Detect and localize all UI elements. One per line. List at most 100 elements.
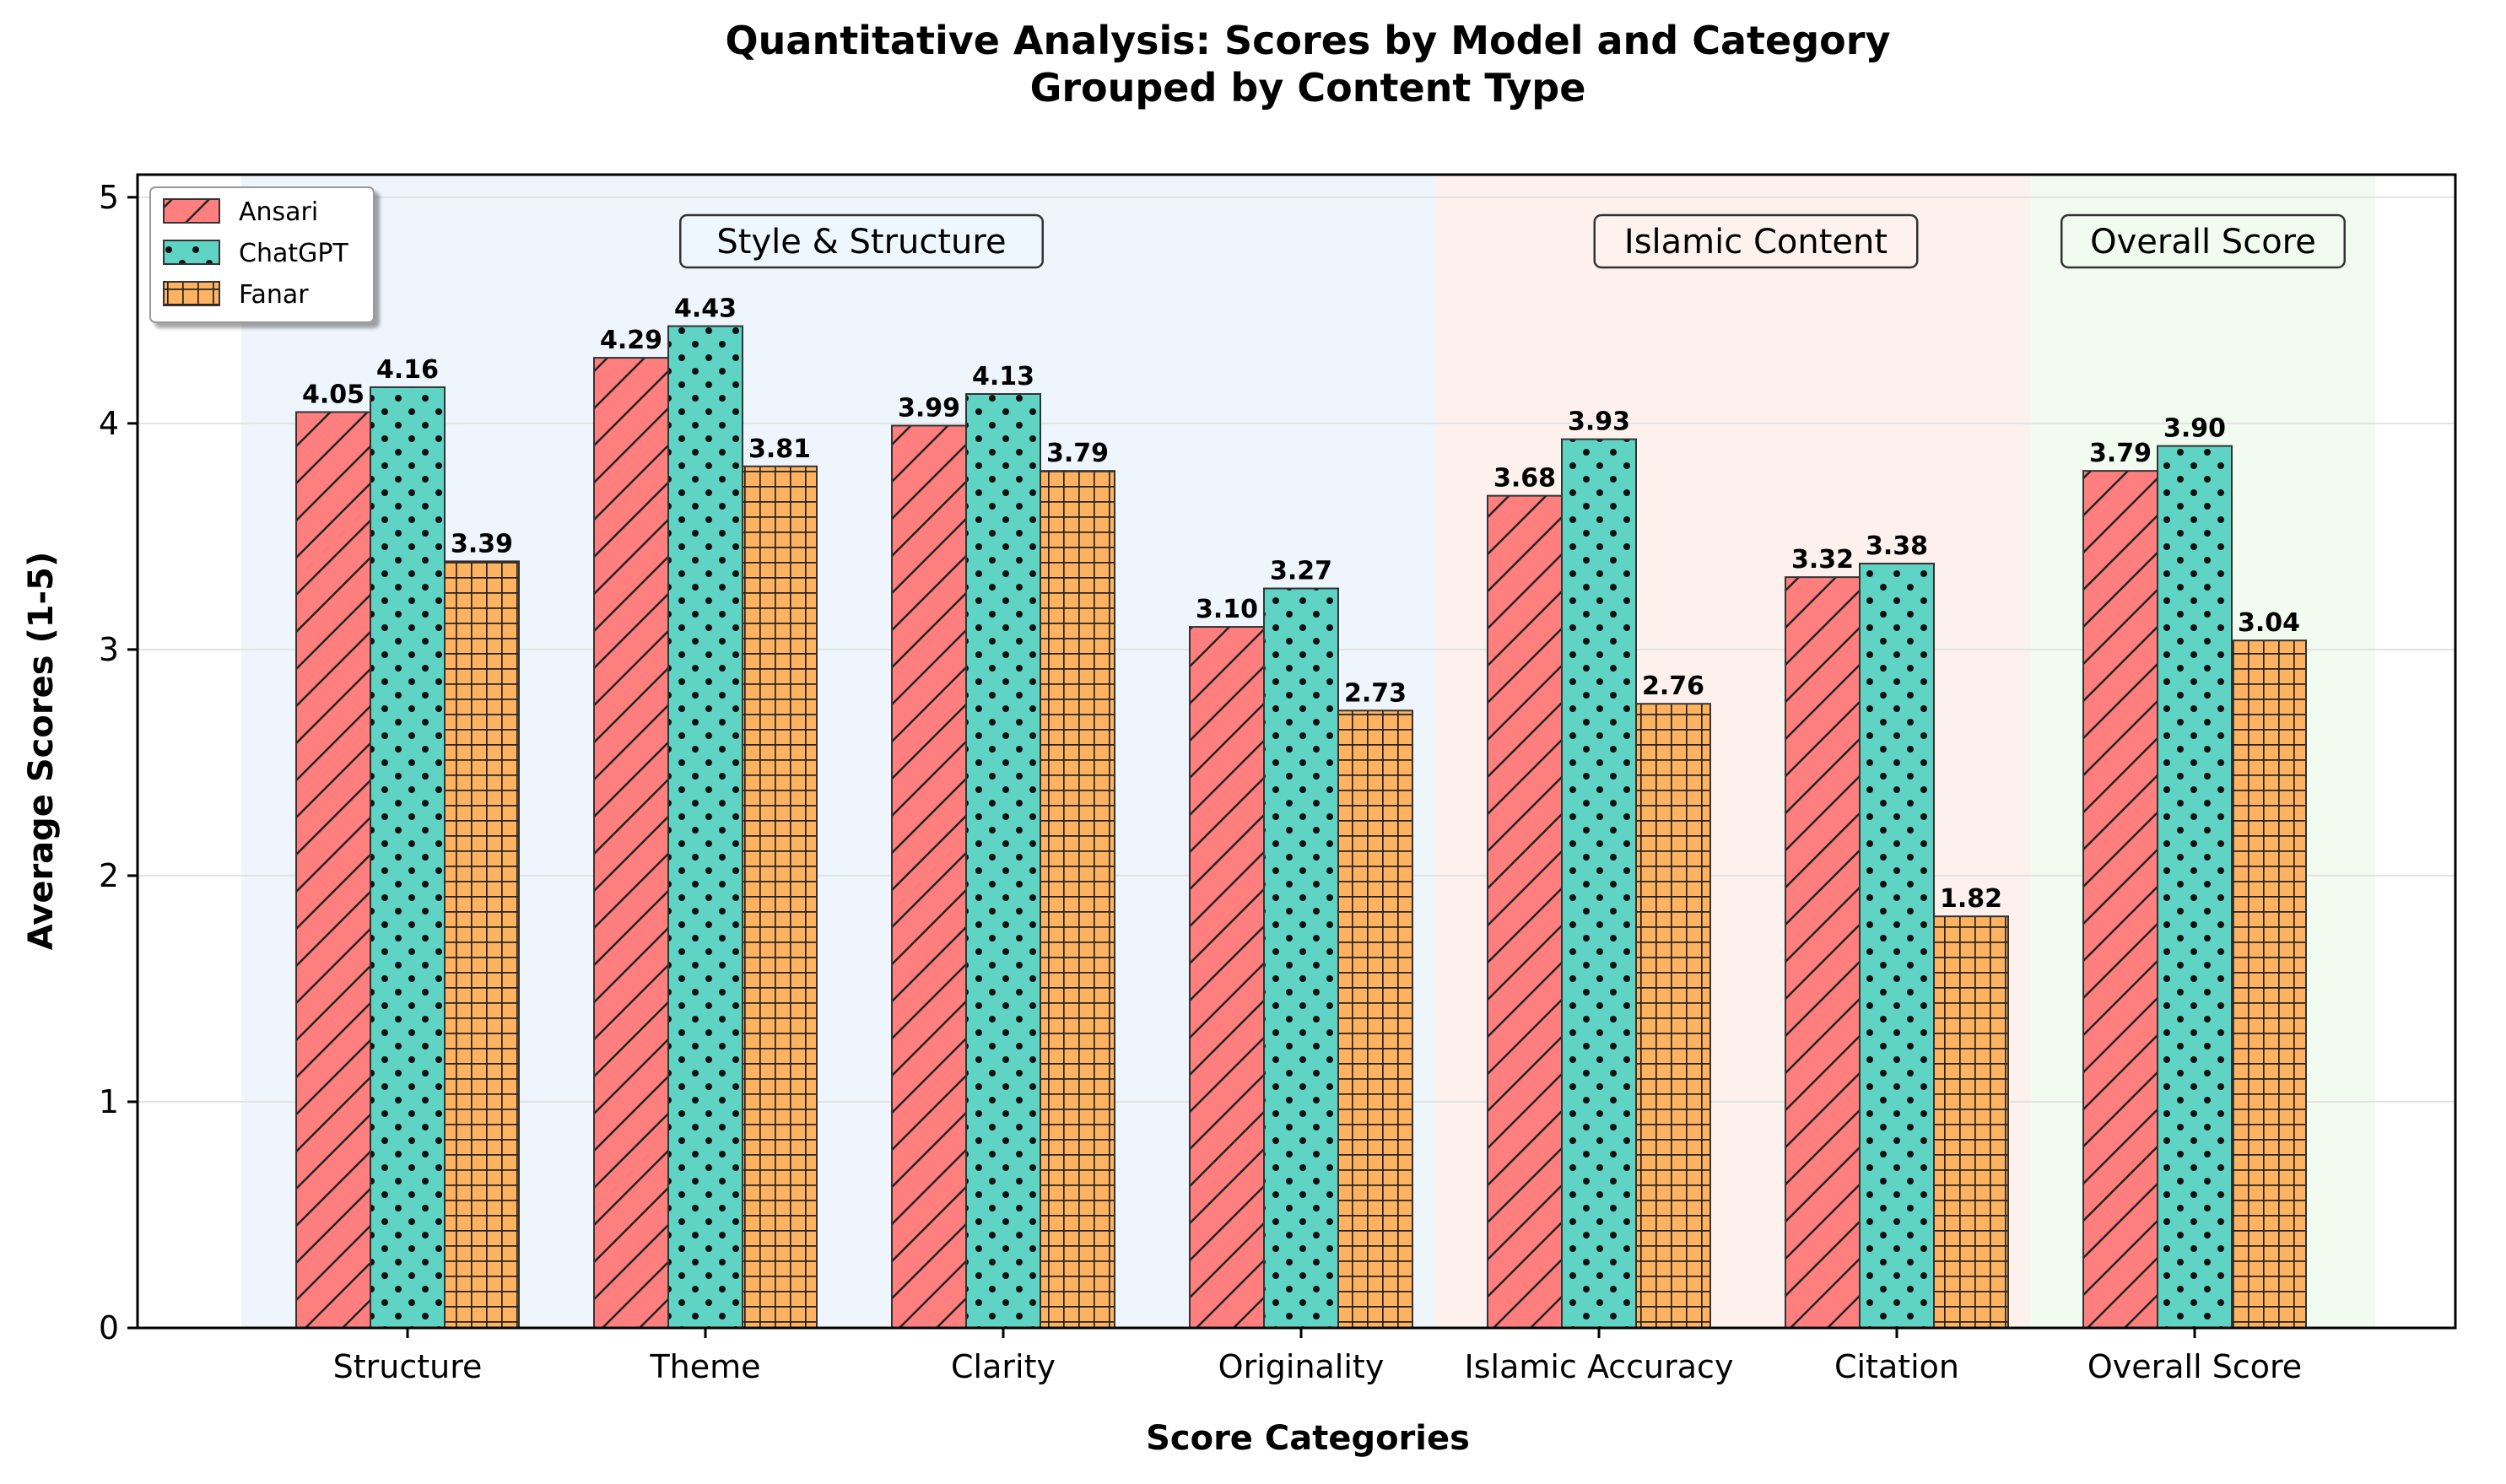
bar-chatgpt-theme <box>667 325 743 1329</box>
bar-pattern <box>444 560 520 1329</box>
bar-chatgpt-overall-score <box>2157 445 2233 1329</box>
bar-pattern <box>1263 587 1339 1329</box>
legend-label: Ansari <box>239 197 318 227</box>
bar-pattern <box>1635 703 1711 1329</box>
bar-ansari-structure <box>295 411 371 1329</box>
bar-pattern <box>370 386 446 1329</box>
x-tick-label: Originality <box>1218 1348 1385 1385</box>
legend-label: ChatGPT <box>239 239 348 268</box>
x-tick-label: Islamic Accuracy <box>1465 1348 1734 1385</box>
bar-pattern <box>1859 563 1935 1329</box>
legend-item-ansari: Ansari <box>163 197 318 227</box>
bars <box>295 325 2307 1330</box>
group-label-0: Style & Structure <box>679 213 1044 269</box>
group-label-2: Overall Score <box>2060 213 2346 269</box>
bar-fanar-structure <box>444 560 520 1329</box>
bar-ansari-citation <box>1785 576 1861 1329</box>
value-label: 4.43 <box>674 294 737 324</box>
group-label-box <box>2060 213 2346 269</box>
value-label: 3.27 <box>1270 557 1332 586</box>
value-label: 3.90 <box>2163 414 2226 444</box>
group-label-1: Islamic Content <box>1593 213 1919 269</box>
group-label-box <box>679 213 1044 269</box>
value-label: 3.68 <box>1493 464 1556 494</box>
value-label: 3.99 <box>898 394 960 424</box>
value-label: 3.38 <box>1866 532 1928 561</box>
bar-pattern <box>2157 445 2233 1329</box>
legend-swatch-pattern <box>163 281 220 306</box>
y-axis-ticks: 0 1 2 3 4 5 <box>99 179 138 1346</box>
group-labels: Style & Structure Islamic Content Overall … <box>679 213 2346 269</box>
bar-pattern <box>593 357 669 1329</box>
x-tick-label: Overall Score <box>2087 1348 2302 1385</box>
bar-fanar-originality <box>1337 710 1413 1329</box>
chart-subtitle: Grouped by Content Type <box>1030 65 1586 111</box>
value-label: 3.04 <box>2238 608 2300 638</box>
value-label: 3.39 <box>451 529 513 559</box>
bar-chatgpt-citation <box>1859 563 1935 1329</box>
y-tick-label: 1 <box>99 1083 119 1120</box>
value-label: 4.05 <box>302 380 365 409</box>
chart-title: Quantitative Analysis: Scores by Model a… <box>726 18 1891 63</box>
bar-fanar-theme <box>742 465 818 1329</box>
bar-ansari-overall-score <box>2082 470 2158 1329</box>
group-label-text: Islamic Content <box>1624 223 1888 262</box>
bar-pattern <box>667 325 743 1329</box>
bar-ansari-theme <box>593 357 669 1329</box>
bar-pattern <box>742 465 818 1329</box>
x-tick-label: Clarity <box>951 1348 1056 1385</box>
value-label: 4.29 <box>600 326 662 355</box>
group-label-box <box>1593 213 1919 269</box>
value-label: 3.93 <box>1568 407 1630 437</box>
bar-pattern <box>1189 626 1265 1329</box>
value-labels: 4.05 4.29 3.99 3.10 3.68 3.32 3.79 4.16 4.43 4.13… <box>302 294 2300 915</box>
y-tick-label: 4 <box>99 405 119 442</box>
gridlines <box>138 196 2455 1103</box>
bar-pattern <box>965 392 1041 1329</box>
x-tick-label: Citation <box>1834 1348 1959 1385</box>
bar-pattern <box>1561 438 1637 1330</box>
bar-fanar-overall-score <box>2231 639 2307 1329</box>
bar-ansari-clarity <box>891 424 967 1329</box>
bar-fanar-citation <box>1933 915 2009 1329</box>
value-label: 3.81 <box>748 434 811 464</box>
bar-ansari-originality <box>1189 626 1265 1329</box>
bar-pattern <box>2231 639 2307 1329</box>
value-label: 2.73 <box>1344 678 1407 708</box>
group-label-text: Overall Score <box>2090 223 2316 262</box>
value-label: 3.32 <box>1791 545 1854 575</box>
group-label-text: Style & Structure <box>716 223 1006 262</box>
y-tick-label: 5 <box>99 179 119 216</box>
bar-pattern <box>1785 576 1861 1329</box>
value-label: 2.76 <box>1642 672 1704 701</box>
bar-pattern <box>891 424 967 1329</box>
bar-chatgpt-islamic-accuracy <box>1561 438 1637 1330</box>
legend: Ansari ChatGPT Fanar <box>149 186 375 323</box>
bar-pattern <box>1933 915 2009 1329</box>
value-label: 3.79 <box>2089 439 2152 468</box>
y-axis-label: Average Scores (1-5) <box>22 552 61 951</box>
legend-swatch-pattern <box>163 240 220 265</box>
bar-chatgpt-originality <box>1263 587 1339 1329</box>
bar-chatgpt-structure <box>370 386 446 1329</box>
y-tick-label: 0 <box>99 1309 119 1346</box>
value-label: 4.13 <box>972 362 1034 391</box>
x-axis-ticks: Structure Theme Clarity Originality Islamic … <box>333 1328 2302 1385</box>
value-label: 4.16 <box>376 355 439 385</box>
value-label: 3.10 <box>1196 595 1258 624</box>
x-tick-label: Structure <box>333 1348 483 1385</box>
x-tick-label: Theme <box>649 1348 760 1385</box>
y-tick-label: 3 <box>99 631 119 668</box>
bar-fanar-clarity <box>1040 470 1115 1329</box>
bar-pattern <box>2082 470 2158 1329</box>
bar-pattern <box>1337 710 1413 1329</box>
y-tick-label: 2 <box>99 857 119 894</box>
legend-item-fanar: Fanar <box>163 280 309 310</box>
bar-chatgpt-clarity <box>965 392 1041 1329</box>
plot-frame <box>136 173 2457 1330</box>
bar-pattern <box>1487 494 1563 1329</box>
bar-ansari-islamic-accuracy <box>1487 494 1563 1329</box>
value-label: 3.79 <box>1046 439 1109 468</box>
bar-pattern <box>295 411 371 1329</box>
